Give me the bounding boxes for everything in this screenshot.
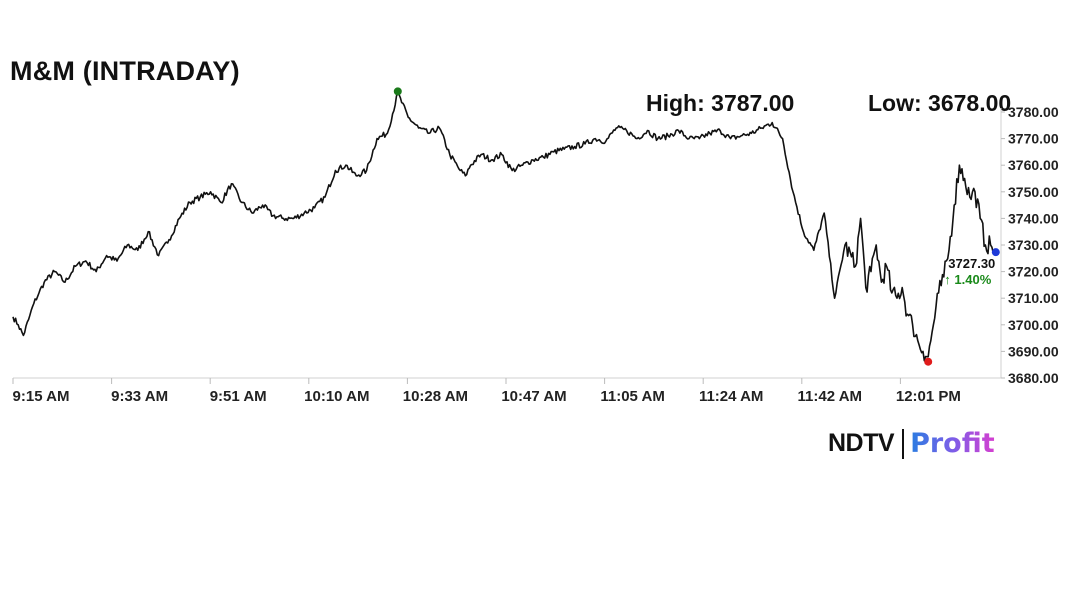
x-tick-label: 10:28 AM [403,388,468,405]
y-tick-label: 3760.00 [1008,157,1059,173]
y-tick-label: 3740.00 [1008,210,1059,226]
y-tick-label: 3720.00 [1008,264,1059,280]
x-tick-label: 11:24 AM [699,388,763,405]
ndtv-profit-logo: NDTV Profit [828,428,995,459]
high-point-marker [393,87,402,96]
y-tick-label: 3700.00 [1008,317,1059,333]
ndtv-logo-text: NDTV [828,429,895,457]
x-tick-label: 9:15 AM [13,388,70,405]
y-tick-label: 3730.00 [1008,237,1059,253]
logo-divider [902,428,905,459]
x-tick-label: 10:10 AM [304,388,369,405]
chart-title: M&M (INTRADAY) [10,56,240,86]
last-price-label: 3727.30 [948,256,995,271]
change-percent-label: ↑ 1.40% [944,272,991,287]
y-tick-label: 3750.00 [1008,184,1059,200]
y-tick-label: 3710.00 [1008,290,1059,306]
x-tick-label: 9:51 AM [210,388,267,405]
x-tick-label: 12:01 PM [896,388,961,405]
x-tick-label: 10:47 AM [501,388,566,405]
high-value-label: High: 3787.00 [646,90,795,116]
y-tick-label: 3680.00 [1008,370,1059,386]
price-line [12,92,997,362]
low-point-marker [924,357,933,366]
y-tick-label: 3690.00 [1008,343,1059,359]
x-tick-label: 11:05 AM [600,388,664,405]
last-point-marker [991,248,1000,257]
y-tick-label: 3780.00 [1008,104,1059,120]
y-tick-label: 3770.00 [1008,131,1059,147]
x-tick-label: 9:33 AM [111,388,168,405]
low-value-label: Low: 3678.00 [868,90,1012,116]
x-tick-label: 11:42 AM [798,388,862,405]
profit-logo-text: Profit [910,428,995,459]
